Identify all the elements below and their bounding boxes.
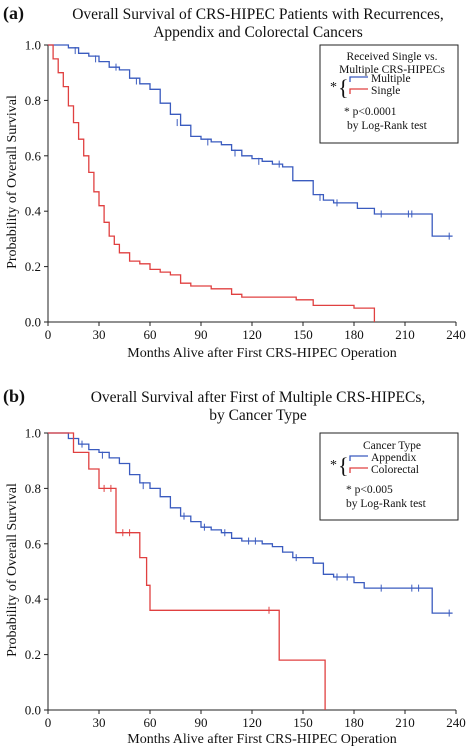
x-tick-label: 0: [45, 327, 52, 342]
x-axis-label: Months Alive after First CRS-HIPEC Opera…: [127, 346, 397, 361]
survival-curve-single: [48, 44, 376, 322]
survival-curve-multiple: [48, 44, 453, 237]
y-tick-label: 0.6: [25, 148, 42, 163]
x-tick-label: 90: [195, 715, 208, 730]
y-tick-label: 0.4: [25, 592, 42, 607]
x-tick-label: 30: [93, 327, 106, 342]
legend-swatch-colorectal: [349, 467, 368, 473]
legend-label-multiple: Multiple: [371, 73, 411, 85]
legend-label-single: Single: [371, 85, 400, 97]
legend-brace: {: [338, 75, 349, 100]
legend-note-line1: * p<0.005: [346, 484, 393, 496]
y-axis-label: Probability of Overall Survival: [5, 483, 20, 657]
x-tick-label: 60: [144, 327, 157, 342]
x-axis-label: Months Alive after First CRS-HIPEC Opera…: [127, 732, 397, 747]
x-tick-label: 90: [195, 327, 208, 342]
chart-panel-b: (b) Overall Survival after First of Mult…: [3, 386, 466, 747]
y-tick-label: 1.0: [25, 426, 41, 441]
x-tick-label: 0: [45, 715, 52, 730]
legend-significance-star: *: [330, 458, 337, 473]
x-tick-label: 210: [395, 715, 415, 730]
legend-swatch-appendix: [349, 455, 368, 461]
y-tick-label: 0.4: [25, 204, 42, 219]
y-tick-label: 0.6: [25, 536, 42, 551]
chart-title-line1: Overall Survival of CRS-HIPEC Patients w…: [72, 6, 444, 23]
legend: Received Single vs. Multiple CRS-HIPECs …: [319, 44, 459, 144]
chart-title-line1: Overall Survival after First of Multiple…: [91, 389, 426, 406]
legend-label-colorectal: Colorectal: [371, 464, 419, 476]
legend-significance-star: *: [330, 80, 337, 95]
y-tick-label: 0.2: [25, 647, 41, 662]
x-tick-label: 30: [93, 715, 106, 730]
survival-curve-colorectal: [48, 432, 326, 710]
legend-label-appendix: Appendix: [371, 452, 417, 464]
chart-title-line2: by Cancer Type: [209, 407, 307, 424]
x-tick-label: 150: [293, 327, 313, 342]
legend-title-line2: Multiple CRS-HIPECs: [339, 64, 445, 76]
y-tick-label: 1.0: [25, 38, 41, 53]
y-tick-label: 0.0: [25, 315, 41, 330]
legend: Cancer Type * { Appendix Colorectal * p<…: [319, 432, 459, 521]
panel-letter: (b): [3, 386, 25, 407]
x-tick-label: 240: [446, 327, 466, 342]
legend-swatch-multiple: [349, 76, 368, 82]
legend-note-line2: by Log-Rank test: [347, 120, 428, 132]
x-tick-label: 120: [242, 327, 262, 342]
chart-title-line2: Appendix and Colorectal Cancers: [153, 24, 363, 41]
legend-note-line2: by Log-Rank test: [346, 498, 427, 510]
y-axis-label: Probability of Overall Survival: [5, 95, 20, 269]
x-tick-label: 120: [242, 715, 262, 730]
x-tick-label: 60: [144, 715, 157, 730]
x-tick-label: 210: [395, 327, 415, 342]
chart-panel-a: (a) Overall Survival of CRS-HIPEC Patien…: [3, 3, 466, 361]
y-tick-label: 0.8: [25, 481, 41, 496]
plot-area: 0 30 60 90 120 150 180 210 240 0.0 0.2 0.4 0.6 0.8 1.0: [25, 38, 466, 343]
legend-brace: {: [338, 453, 349, 478]
survival-curve-appendix: [48, 432, 453, 614]
legend-title-line1: Cancer Type: [363, 440, 421, 452]
x-tick-label: 180: [344, 327, 364, 342]
legend-box: [319, 432, 459, 521]
y-tick-label: 0.2: [25, 259, 41, 274]
panel-letter: (a): [3, 3, 24, 24]
legend-box: [319, 44, 459, 144]
x-tick-label: 180: [344, 715, 364, 730]
plot-area: 0 30 60 90 120 150 180 210 240 0.0 0.2 0.4 0.6 0.8 1.0: [25, 426, 466, 731]
legend-note-line1: * p<0.0001: [344, 106, 397, 118]
y-tick-label: 0.0: [25, 703, 41, 718]
legend-title-line1: Received Single vs.: [346, 51, 437, 63]
x-tick-label: 240: [446, 715, 466, 730]
y-tick-label: 0.8: [25, 93, 41, 108]
x-tick-label: 150: [293, 715, 313, 730]
legend-swatch-single: [349, 88, 368, 94]
